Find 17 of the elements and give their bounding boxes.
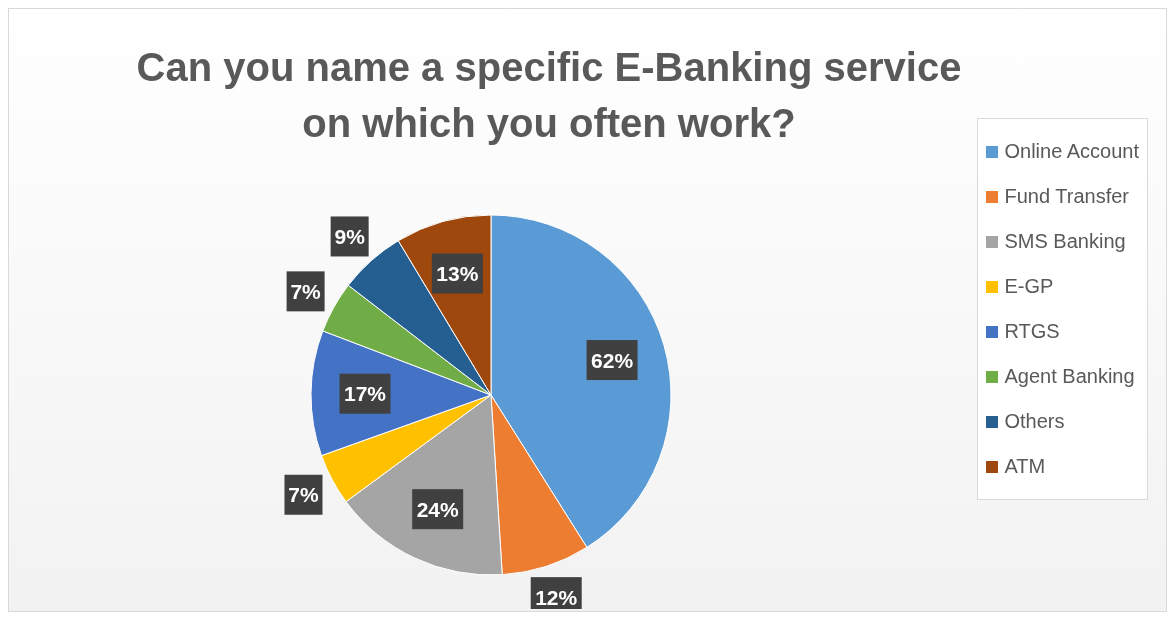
data-label: 12%	[535, 585, 578, 609]
legend-label: ATM	[1004, 455, 1046, 478]
legend-label: Agent Banking	[1004, 365, 1135, 388]
data-label: 7%	[290, 279, 322, 303]
data-label: 7%	[288, 483, 319, 507]
legend-label: E-GP	[1004, 275, 1054, 298]
legend-label: Others	[1004, 410, 1065, 433]
data-label: 13%	[436, 262, 479, 286]
legend-label: RTGS	[1004, 320, 1060, 343]
data-label: 9%	[334, 224, 366, 248]
legend-label: Fund Transfer	[1004, 185, 1129, 208]
legend-label: SMS Banking	[1004, 230, 1126, 253]
chart-title: Can you name a specific E-Banking service on which you often work?	[135, 44, 963, 147]
data-label: 24%	[416, 497, 460, 521]
legend-label: Online Account	[1004, 140, 1139, 163]
data-label: 17%	[343, 382, 387, 406]
data-label: 62%	[591, 348, 634, 372]
